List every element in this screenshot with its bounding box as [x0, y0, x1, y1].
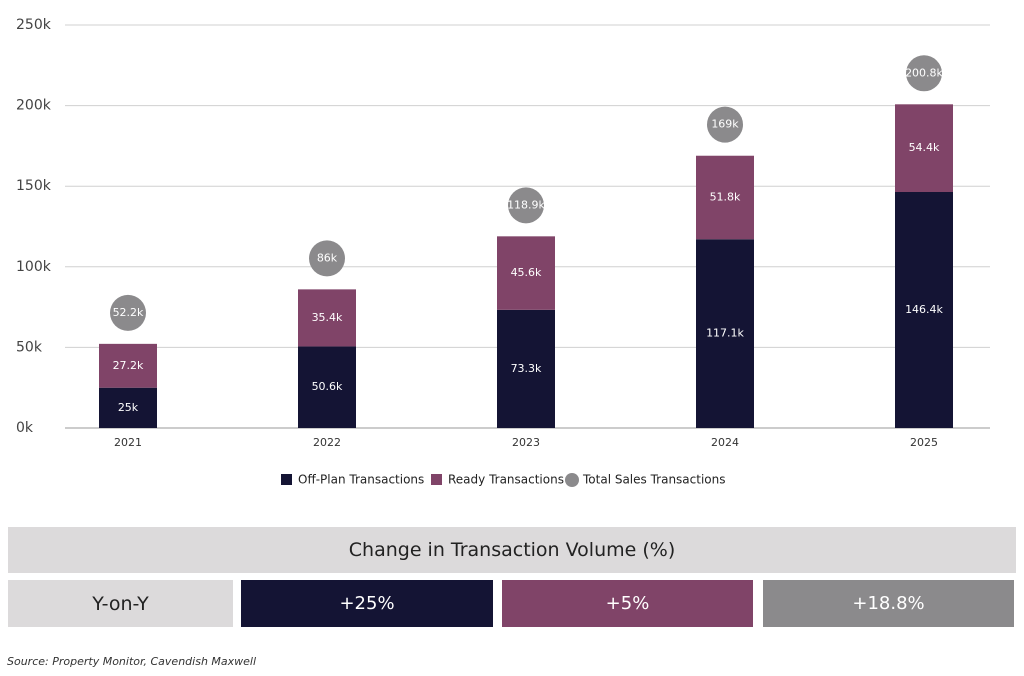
legend-label: Ready Transactions	[448, 473, 564, 487]
bar-segment	[298, 289, 356, 347]
data-label: 86k	[317, 251, 338, 264]
bar-segment	[696, 155, 754, 240]
data-label: 35.4k	[312, 311, 343, 324]
data-label: 25k	[118, 401, 139, 414]
data-label: 146.4k	[905, 303, 943, 316]
table-cell: Y-on-Y	[8, 580, 233, 627]
source: Source: Property Monitor, Cavendish Maxw…	[7, 655, 257, 668]
table-title: Change in Transaction Volume (%)	[8, 527, 1016, 573]
data-label: 45.6k	[511, 266, 542, 279]
data-label: 51.8k	[710, 190, 741, 203]
total-marker	[309, 240, 345, 277]
chart: 0k 50k 100k 150k 200k 250k 2021 25k 27.2k 52.2k 20…	[16, 17, 990, 487]
table-cell: +25%	[241, 580, 493, 627]
legend-label: Off-Plan Transactions	[298, 473, 424, 487]
y-tick-label: 200k	[16, 98, 52, 114]
x-tick-label: 2022	[313, 436, 341, 449]
y-tick-label: 150k	[16, 178, 52, 194]
data-label: 118.9k	[507, 198, 545, 211]
bar-segment	[696, 239, 754, 428]
y-tick-label: 0k	[16, 420, 34, 436]
x-tick-label: 2023	[512, 436, 540, 449]
data-label: 52.2k	[113, 306, 144, 319]
table-cell: +5%	[502, 580, 753, 627]
total-marker	[906, 55, 942, 92]
data-label: 54.4k	[909, 141, 940, 154]
data-label: 50.6k	[312, 380, 343, 393]
bar-segment	[497, 309, 555, 428]
bar-segment	[497, 236, 555, 310]
data-label: 169k	[711, 118, 739, 131]
data-label: 27.2k	[113, 359, 144, 372]
y-tick-label: 100k	[16, 259, 52, 275]
table-cell: +18.8%	[763, 580, 1014, 627]
data-label: 73.3k	[511, 362, 542, 375]
bar-segment	[895, 192, 953, 428]
data-label: 117.1k	[706, 327, 744, 340]
x-tick-label: 2024	[711, 436, 739, 449]
x-tick-label: 2025	[910, 436, 938, 449]
bar-segment	[298, 346, 356, 428]
y-tick-label: 50k	[16, 339, 43, 355]
total-marker	[508, 187, 544, 224]
legend-label: Total Sales Transactions	[582, 473, 726, 487]
legend-swatch	[431, 474, 442, 485]
bar-segment	[895, 104, 953, 193]
legend-swatch	[565, 473, 579, 487]
legend-swatch	[281, 474, 292, 485]
bar-segment	[99, 387, 157, 428]
data-label: 200.8k	[905, 66, 943, 79]
x-tick-label: 2021	[114, 436, 142, 449]
bar-segment	[99, 343, 157, 388]
total-marker	[110, 294, 146, 331]
y-tick-label: 250k	[16, 17, 52, 33]
total-marker	[707, 106, 743, 143]
